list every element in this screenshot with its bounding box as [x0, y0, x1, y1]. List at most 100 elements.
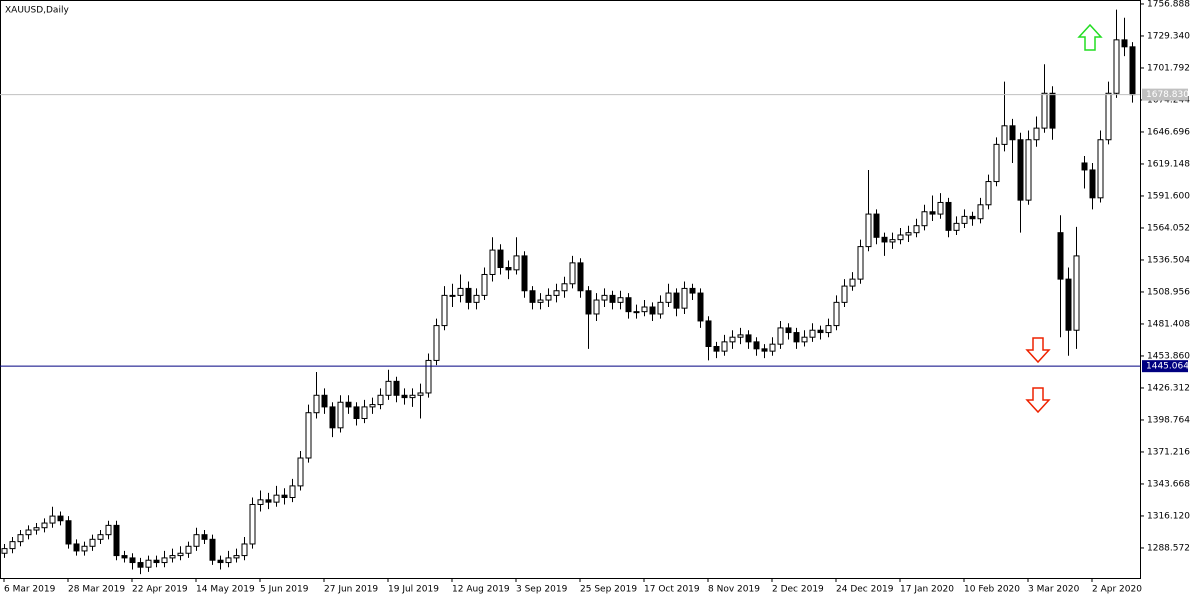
candle-body: [705, 320, 712, 347]
candle-body: [441, 294, 448, 327]
candle-body: [985, 181, 992, 206]
candle-body: [769, 343, 776, 352]
candle-body: [361, 406, 368, 420]
y-tick-label: 1646.696: [1147, 127, 1190, 137]
x-tick-label: 8 Nov 2019: [708, 585, 760, 595]
candle-body: [721, 341, 728, 352]
sell-arrow: [1025, 337, 1051, 364]
candle-body: [689, 287, 696, 294]
candle-body: [465, 287, 472, 303]
candle-body: [649, 306, 656, 315]
candle-body: [153, 559, 160, 564]
candle-body: [9, 541, 16, 550]
x-tick-label: 25 Sep 2019: [580, 585, 637, 595]
candle-body: [977, 204, 984, 220]
candle-body: [737, 334, 744, 338]
candle-body: [681, 287, 688, 309]
candle-body: [233, 555, 240, 559]
candle-body: [497, 249, 504, 269]
candle-body: [617, 297, 624, 303]
x-tick-label: 28 Mar 2019: [68, 585, 125, 595]
price-label-box: [1142, 360, 1188, 373]
x-tick-label: 14 May 2019: [196, 585, 255, 595]
candle-body: [89, 538, 96, 547]
candle-body: [1049, 92, 1056, 129]
candle-body: [449, 294, 456, 297]
candle-body: [473, 294, 480, 303]
candle-body: [1105, 92, 1112, 141]
candle-body: [217, 559, 224, 564]
candle-body: [953, 222, 960, 231]
candle-body: [569, 262, 576, 285]
candle-body: [481, 273, 488, 296]
candle-body: [1065, 278, 1072, 331]
candle-body: [1, 548, 8, 554]
candle-body: [1121, 39, 1128, 48]
candle-body: [601, 294, 608, 301]
y-tick-label: 1371.216: [1147, 447, 1190, 457]
candle-body: [945, 201, 952, 231]
candle-body: [505, 267, 512, 271]
x-tick-label: 19 Jul 2019: [388, 585, 439, 595]
candle-body: [17, 534, 24, 543]
candle-body: [81, 545, 88, 552]
y-tick-label: 1619.148: [1147, 159, 1190, 169]
candle-body: [225, 557, 232, 564]
candle-body: [113, 524, 120, 557]
candle-body: [201, 534, 208, 540]
candle-body: [625, 297, 632, 313]
candle-body: [753, 341, 760, 350]
candle-body: [1025, 139, 1032, 201]
candle-body: [849, 278, 856, 287]
candle-body: [777, 327, 784, 345]
candle-body: [321, 394, 328, 408]
candle-body: [929, 211, 936, 215]
candle-body: [169, 555, 176, 559]
x-tick-label: 12 Aug 2019: [452, 585, 510, 595]
candle-body: [121, 555, 128, 559]
candle-body: [193, 534, 200, 547]
candle-body: [641, 306, 648, 313]
chart-title: XAUUSD,Daily: [5, 6, 69, 16]
candle-body: [345, 401, 352, 408]
candle-body: [97, 534, 104, 540]
candle-body: [417, 392, 424, 396]
candle-body: [65, 520, 72, 545]
candle-body: [905, 232, 912, 236]
y-tick-label: 1756.888: [1147, 0, 1190, 9]
price-label: 1678.830: [1146, 90, 1189, 100]
candle-body: [353, 406, 360, 420]
y-tick-label: 1453.860: [1147, 351, 1190, 361]
price-label: 1445.064: [1146, 362, 1189, 372]
candle-body: [809, 329, 816, 338]
candle-body: [33, 527, 40, 531]
candle-body: [1033, 127, 1040, 141]
candle-body: [537, 299, 544, 303]
candle-body: [1097, 139, 1104, 199]
candle-body: [521, 255, 528, 292]
candle-body: [401, 394, 408, 399]
buy-arrow: [1077, 23, 1103, 51]
candle-body: [1129, 46, 1136, 96]
candle-body: [545, 294, 552, 301]
candle-body: [857, 246, 864, 280]
candle-body: [1073, 255, 1080, 331]
candle-body: [297, 457, 304, 487]
candle-body: [881, 236, 888, 243]
candle-body: [129, 557, 136, 564]
candle-body: [697, 292, 704, 322]
candle-body: [529, 290, 536, 303]
candle-body: [897, 234, 904, 241]
y-tick-label: 1343.668: [1147, 479, 1190, 489]
x-tick-label: 10 Feb 2020: [964, 585, 1020, 595]
y-tick-label: 1398.764: [1147, 415, 1190, 425]
candle-body: [785, 327, 792, 334]
candle-body: [913, 225, 920, 234]
x-tick-label: 27 Jun 2019: [324, 585, 378, 595]
candle-body: [801, 336, 808, 343]
candle-body: [1041, 92, 1048, 129]
y-tick-label: 1536.504: [1147, 255, 1190, 265]
candle-body: [1001, 125, 1008, 145]
candle-body: [305, 412, 312, 459]
candle-body: [177, 552, 184, 557]
